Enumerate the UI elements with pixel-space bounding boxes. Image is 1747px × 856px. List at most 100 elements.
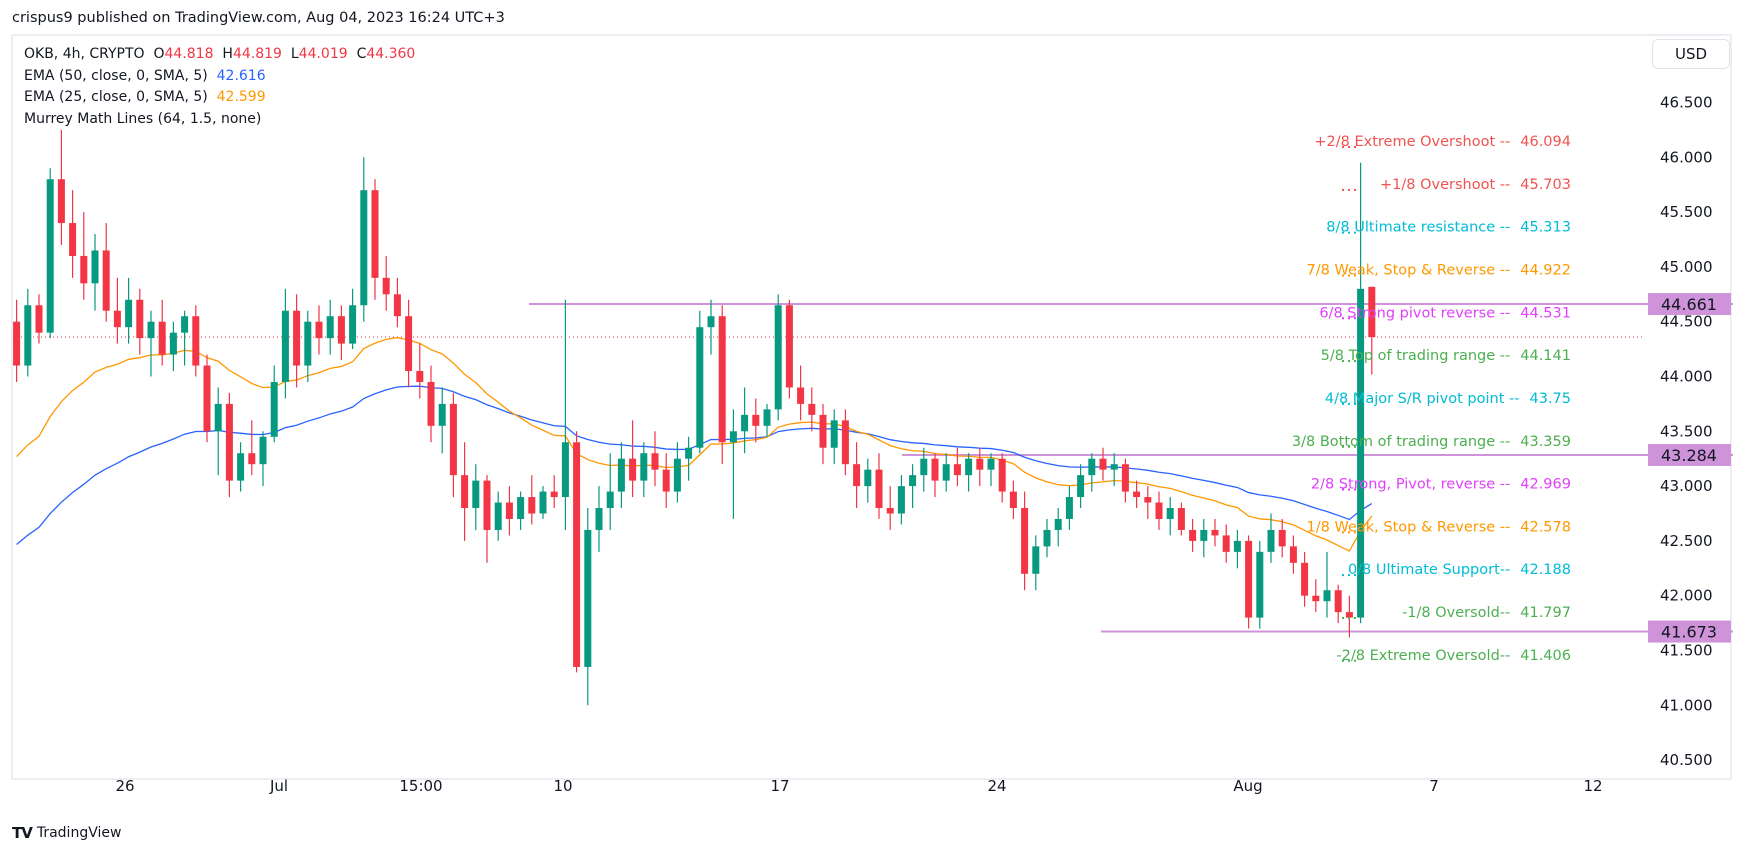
murrey-level-label: 2/8 Strong, Pivot, reverse -- 42.969 <box>1311 476 1571 492</box>
x-tick-label: 10 <box>553 777 572 795</box>
murrey-level-text: 6/8 Strong pivot reverse -- <box>1319 305 1510 321</box>
candle <box>1088 453 1096 492</box>
currency-button[interactable]: USD <box>1652 39 1730 69</box>
murrey-level-text: 1/8 Weak, Stop & Reverse -- <box>1307 519 1511 535</box>
candle <box>741 387 749 454</box>
candle <box>1211 518 1219 547</box>
ema25-legend-row[interactable]: EMA (25, close, 0, SMA, 5) 42.599 <box>24 87 415 109</box>
horizontal-line-price-label: 43.284 <box>1661 446 1717 465</box>
candle <box>225 392 233 498</box>
candle-body <box>1088 458 1096 476</box>
open-value: 44.818 <box>164 46 214 62</box>
candle-body <box>169 332 177 355</box>
candle-body <box>461 475 469 509</box>
tradingview-logo[interactable]: TV TradingView <box>12 824 121 842</box>
candle-body <box>315 321 323 339</box>
candle <box>696 310 704 454</box>
close-value: 44.360 <box>366 46 416 62</box>
candle <box>774 294 782 421</box>
candle-body <box>393 294 401 317</box>
candle-body <box>248 453 256 465</box>
candle-body <box>1312 595 1320 602</box>
ema50-legend-row[interactable]: EMA (50, close, 0, SMA, 5) 42.616 <box>24 66 415 88</box>
candle <box>293 294 301 388</box>
candle <box>1357 162 1365 624</box>
candle-body <box>595 508 603 530</box>
murrey-level-label: 4/8 Major S/R pivot point -- 43.75 <box>1325 391 1571 407</box>
candle <box>931 453 939 498</box>
candle <box>449 392 457 498</box>
candle-body <box>561 442 569 498</box>
candle-body <box>819 414 827 448</box>
candle <box>1054 508 1062 547</box>
high-value: 44.819 <box>232 46 282 62</box>
candle <box>1121 458 1129 503</box>
candle <box>1278 518 1286 558</box>
candle-body <box>1021 508 1029 574</box>
candle-body <box>528 497 536 514</box>
candle-body <box>741 414 749 432</box>
candle <box>483 475 491 563</box>
candle-body <box>371 190 379 278</box>
candle <box>281 288 289 399</box>
candle-body <box>1301 562 1309 596</box>
y-tick-label: 46.500 <box>1660 94 1713 112</box>
candle <box>214 387 222 476</box>
candle-body <box>438 403 446 426</box>
candle-body <box>192 316 200 366</box>
candle <box>1233 529 1241 569</box>
candle <box>853 442 861 509</box>
candle-body <box>1233 540 1241 552</box>
candle-body <box>1256 551 1264 618</box>
candle <box>830 409 838 465</box>
candle <box>841 409 849 476</box>
candle-body <box>1054 518 1062 530</box>
candle-body <box>685 447 693 459</box>
candle <box>80 212 88 300</box>
candle <box>438 387 446 454</box>
ema25-label: EMA (25, close, 0, SMA, 5) <box>24 89 208 105</box>
candle-body <box>13 321 21 366</box>
candle-body <box>270 381 278 437</box>
candle-body <box>304 321 312 366</box>
candle <box>1334 584 1342 624</box>
murrey-level-value: 44.922 <box>1520 262 1571 278</box>
candle <box>1189 518 1197 552</box>
candle-body <box>427 381 435 426</box>
candle <box>1256 540 1264 629</box>
candle <box>584 508 592 706</box>
y-tick-label: 41.500 <box>1660 642 1713 660</box>
symbol-info[interactable]: OKB, 4h, CRYPTO <box>24 46 145 62</box>
candle <box>808 387 816 432</box>
candle-body <box>785 305 793 388</box>
candle <box>1166 497 1174 536</box>
ema25-value: 42.599 <box>216 89 266 105</box>
candle-body <box>998 458 1006 492</box>
candle-body <box>1323 590 1331 602</box>
candle <box>785 299 793 399</box>
murrey-level-label: 8/8 Ultimate resistance -- 45.313 <box>1326 220 1571 236</box>
candle-body <box>203 365 211 432</box>
murrey-level-value: 42.969 <box>1520 476 1571 492</box>
candle-body <box>651 453 659 470</box>
murrey-level-value: 42.188 <box>1520 562 1571 578</box>
candle-body <box>360 190 368 306</box>
candle-body <box>337 316 345 344</box>
candle <box>393 277 401 328</box>
candle-body <box>763 409 771 426</box>
candle <box>763 403 771 437</box>
murrey-legend-row[interactable]: Murrey Math Lines (64, 1.5, none) <box>24 109 415 131</box>
candle-body <box>673 458 681 492</box>
candle <box>472 464 480 530</box>
candle <box>1144 486 1152 519</box>
murrey-level-label: 3/8 Bottom of trading range -- 43.359 <box>1292 434 1571 450</box>
candle-body <box>483 480 491 530</box>
candle <box>237 442 245 492</box>
candle <box>640 442 648 498</box>
candle <box>1032 535 1040 591</box>
candle-body <box>1155 502 1163 519</box>
murrey-level-label: 1/8 Weak, Stop & Reverse -- 42.578 <box>1307 519 1571 535</box>
candle <box>13 299 21 382</box>
low-label: L <box>290 46 299 62</box>
